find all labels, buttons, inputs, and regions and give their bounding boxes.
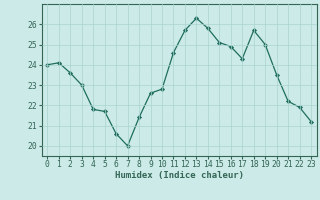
X-axis label: Humidex (Indice chaleur): Humidex (Indice chaleur) — [115, 171, 244, 180]
